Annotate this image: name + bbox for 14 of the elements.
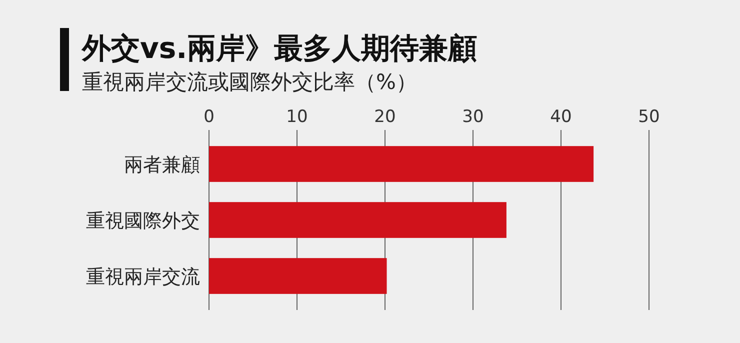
- x-tick-label: 20: [374, 107, 396, 127]
- bar: [209, 258, 387, 294]
- y-tick-label: 重視兩岸交流: [86, 266, 200, 288]
- y-tick-label: 重視國際外交: [86, 210, 200, 232]
- x-tick-label: 0: [204, 107, 214, 127]
- y-tick-label: 兩者兼顧: [124, 154, 200, 176]
- chart-title: 外交vs.兩岸》最多人期待兼顧: [81, 31, 478, 65]
- x-tick-label: 40: [550, 107, 572, 127]
- x-tick-label: 10: [286, 107, 308, 127]
- chart-subtitle: 重視兩岸交流或國際外交比率（%）: [82, 70, 417, 94]
- x-tick-label: 50: [638, 107, 660, 127]
- x-tick-label: 30: [462, 107, 484, 127]
- bar: [209, 146, 594, 182]
- bar: [209, 202, 506, 238]
